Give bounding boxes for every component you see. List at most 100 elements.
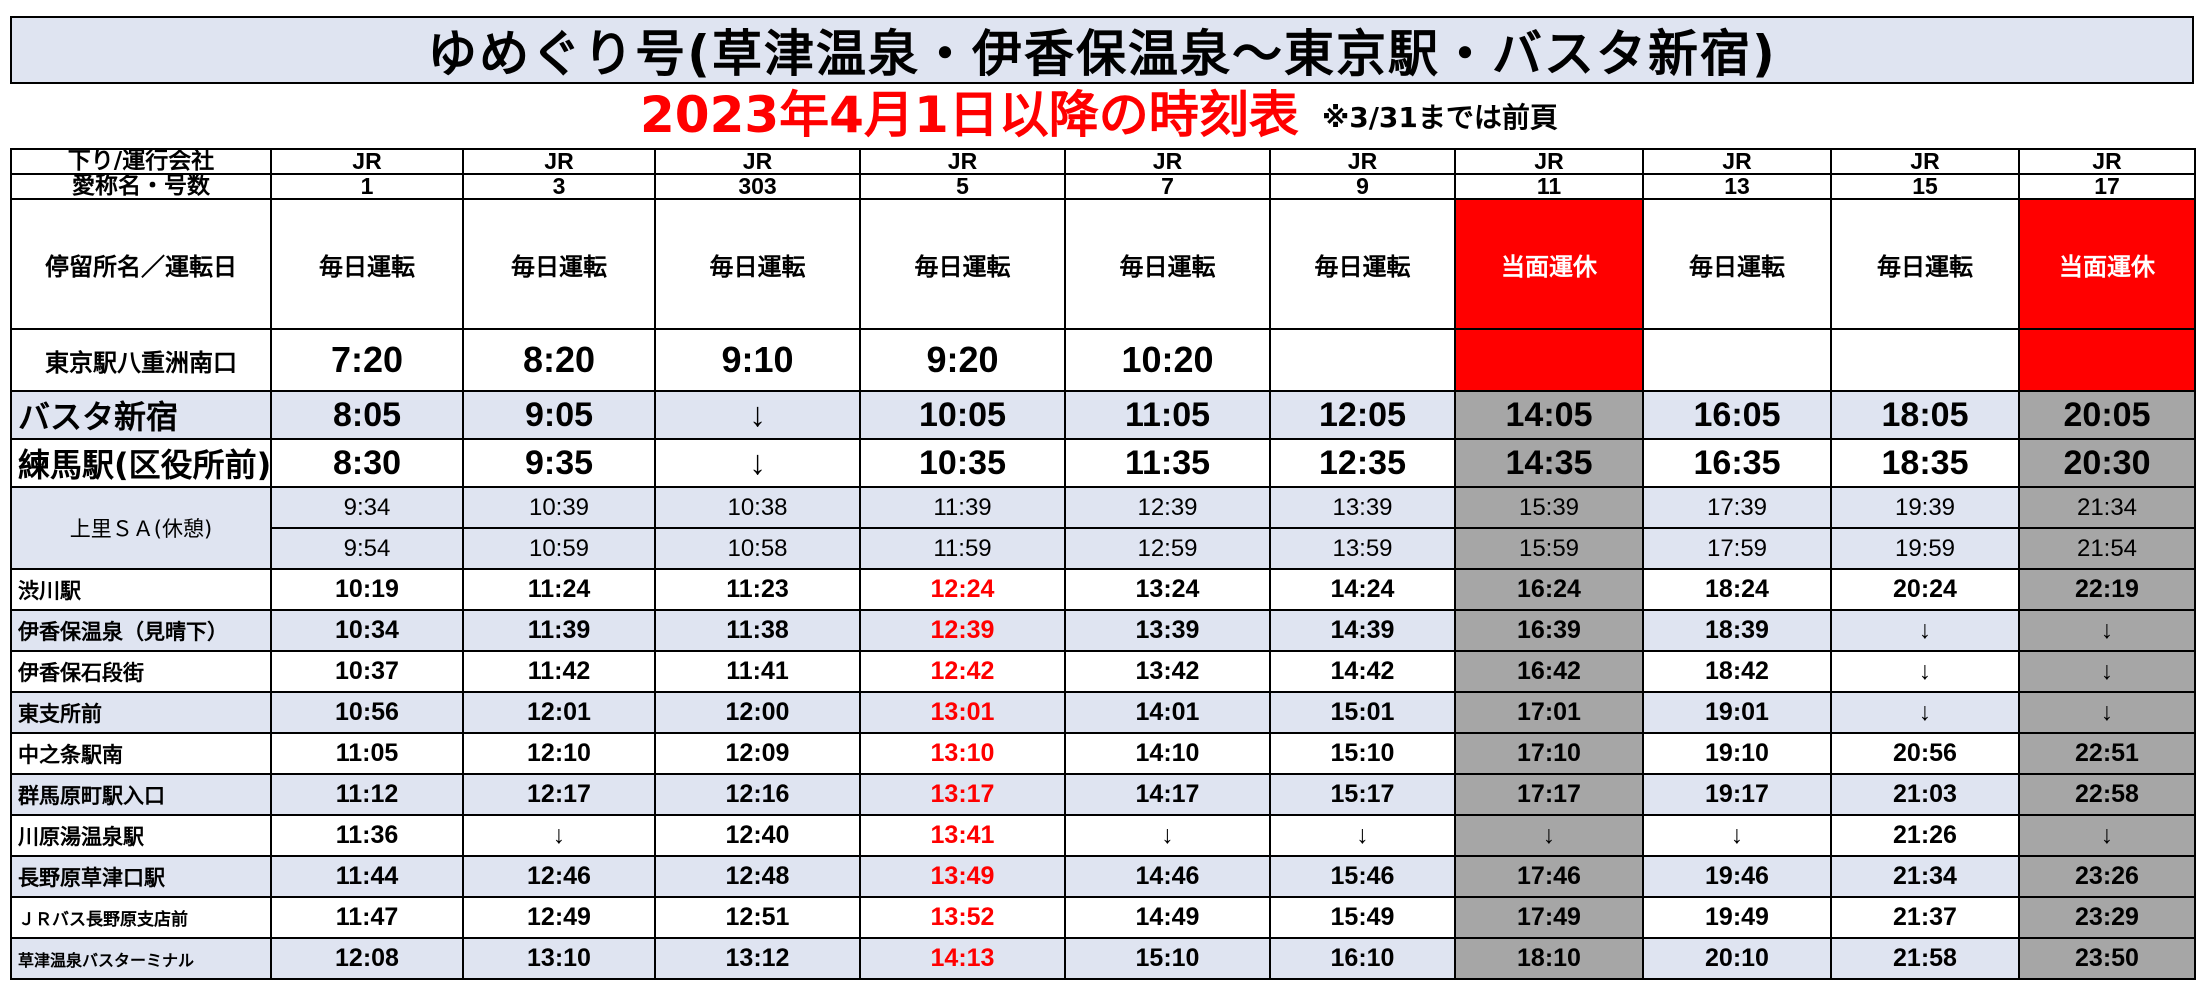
time-cell: 14:17 bbox=[1064, 773, 1271, 816]
previous-page-note: ※3/31までは前頁 bbox=[1322, 101, 1558, 134]
stop-name: 渋川駅 bbox=[10, 568, 272, 611]
time-cell: 10:20 bbox=[1064, 328, 1271, 392]
time-cell: 13:10 bbox=[859, 732, 1066, 775]
time-cell: 14:13 bbox=[859, 937, 1066, 980]
time-cell bbox=[1642, 328, 1832, 392]
time-cell: 12:39 bbox=[1064, 486, 1271, 529]
time-cell: 15:10 bbox=[1064, 937, 1271, 980]
time-cell: 7:20 bbox=[270, 328, 464, 392]
time-cell: 11:12 bbox=[270, 773, 464, 816]
time-cell: 17:10 bbox=[1454, 732, 1644, 775]
time-cell: 14:46 bbox=[1064, 855, 1271, 898]
stop-name: 群馬原町駅入口 bbox=[10, 773, 272, 816]
stop-name: 中之条駅南 bbox=[10, 732, 272, 775]
time-cell: 19:46 bbox=[1642, 855, 1832, 898]
time-cell: 12:00 bbox=[654, 691, 861, 734]
trip-number-cell: 3 bbox=[462, 173, 656, 200]
time-cell: 9:34 bbox=[270, 486, 464, 529]
time-cell: 12:05 bbox=[1269, 390, 1456, 440]
stop-row: 伊香保温泉（見晴下） 10:34 11:39 11:38 12:39 13:39 14:39… bbox=[10, 609, 2196, 652]
subtitle-row: 2023年4月1日以降の時刻表 ※3/31までは前頁 bbox=[0, 86, 2204, 144]
operation-day-cell: 毎日運転 bbox=[1830, 198, 2020, 330]
time-cell: 20:56 bbox=[1830, 732, 2020, 775]
stop-row: 東京駅八重洲南口 7:20 8:20 9:10 9:20 10:20 bbox=[10, 328, 2196, 392]
time-cell bbox=[2018, 328, 2196, 392]
time-cell: 10:05 bbox=[859, 390, 1066, 440]
stop-name: 長野原草津口駅 bbox=[10, 855, 272, 898]
pass-arrow-cell: ↓ bbox=[2018, 691, 2196, 734]
time-cell: 23:26 bbox=[2018, 855, 2196, 898]
time-cell: 11:36 bbox=[270, 814, 464, 857]
time-cell: 13:41 bbox=[859, 814, 1066, 857]
operation-day-cell: 当面運休 bbox=[2018, 198, 2196, 330]
stop-row: 中之条駅南 11:05 12:10 12:09 13:10 14:10 15:10 17:10… bbox=[10, 732, 2196, 775]
pass-arrow-cell: ↓ bbox=[1830, 650, 2020, 693]
time-cell: 18:10 bbox=[1454, 937, 1644, 980]
trip-number-cell: 7 bbox=[1064, 173, 1271, 200]
time-cell: 15:01 bbox=[1269, 691, 1456, 734]
time-cell: 16:10 bbox=[1269, 937, 1456, 980]
operator-cell: JR bbox=[654, 148, 861, 175]
time-cell: 15:49 bbox=[1269, 896, 1456, 939]
time-cell: 17:59 bbox=[1642, 527, 1832, 570]
time-cell: 13:59 bbox=[1269, 527, 1456, 570]
operation-day-cell: 毎日運転 bbox=[1269, 198, 1456, 330]
time-cell: 17:49 bbox=[1454, 896, 1644, 939]
time-cell: 19:39 bbox=[1830, 486, 2020, 529]
time-cell: 10:37 bbox=[270, 650, 464, 693]
time-cell: 12:46 bbox=[462, 855, 656, 898]
operation-day-cell: 当面運休 bbox=[1454, 198, 1644, 330]
time-cell: 21:34 bbox=[1830, 855, 2020, 898]
time-cell: 16:42 bbox=[1454, 650, 1644, 693]
time-cell: 19:17 bbox=[1642, 773, 1832, 816]
time-cell: 20:24 bbox=[1830, 568, 2020, 611]
pass-arrow-cell: ↓ bbox=[1830, 691, 2020, 734]
time-cell: 11:39 bbox=[462, 609, 656, 652]
timetable: 下り/運行会社 JR JR JR JR JR JR JR JR JR JR 愛称名・号数 1 3 303 5 7… bbox=[10, 148, 2196, 980]
operator-label: 下り/運行会社 bbox=[10, 148, 272, 175]
time-cell: 10:34 bbox=[270, 609, 464, 652]
time-cell: 10:59 bbox=[462, 527, 656, 570]
operator-cell: JR bbox=[859, 148, 1066, 175]
time-cell: 12:17 bbox=[462, 773, 656, 816]
operator-cell: JR bbox=[462, 148, 656, 175]
time-cell: 12:01 bbox=[462, 691, 656, 734]
time-cell: 13:17 bbox=[859, 773, 1066, 816]
stop-name: 上里ＳＡ(休憩) bbox=[10, 486, 272, 570]
time-cell: 12:39 bbox=[859, 609, 1066, 652]
time-cell: 12:35 bbox=[1269, 438, 1456, 488]
time-cell: 19:49 bbox=[1642, 896, 1832, 939]
time-cell: 11:38 bbox=[654, 609, 861, 652]
stop-row: ＪＲバス長野原支店前 11:47 12:49 12:51 13:52 14:49 15:49… bbox=[10, 896, 2196, 939]
time-cell: 10:19 bbox=[270, 568, 464, 611]
operation-day-cell: 毎日運転 bbox=[462, 198, 656, 330]
time-cell: 23:29 bbox=[2018, 896, 2196, 939]
time-cell: 23:50 bbox=[2018, 937, 2196, 980]
time-cell: 13:12 bbox=[654, 937, 861, 980]
operator-cell: JR bbox=[1642, 148, 1832, 175]
time-cell: 18:24 bbox=[1642, 568, 1832, 611]
time-cell: 12:16 bbox=[654, 773, 861, 816]
operator-cell: JR bbox=[1064, 148, 1271, 175]
stop-row: 長野原草津口駅 11:44 12:46 12:48 13:49 14:46 15:46 17:… bbox=[10, 855, 2196, 898]
time-cell: 14:39 bbox=[1269, 609, 1456, 652]
stop-row: 伊香保石段街 10:37 11:42 11:41 12:42 13:42 14:42 16:4… bbox=[10, 650, 2196, 693]
pass-arrow-cell: ↓ bbox=[1269, 814, 1456, 857]
time-cell: 14:10 bbox=[1064, 732, 1271, 775]
time-cell: 9:10 bbox=[654, 328, 861, 392]
time-cell: 13:42 bbox=[1064, 650, 1271, 693]
time-cell: 16:39 bbox=[1454, 609, 1644, 652]
time-cell: 12:08 bbox=[270, 937, 464, 980]
time-cell: 11:59 bbox=[859, 527, 1066, 570]
time-cell: 8:20 bbox=[462, 328, 656, 392]
stop-name: ＪＲバス長野原支店前 bbox=[10, 896, 272, 939]
time-cell: 22:51 bbox=[2018, 732, 2196, 775]
time-cell: 12:51 bbox=[654, 896, 861, 939]
pass-arrow-cell: ↓ bbox=[2018, 650, 2196, 693]
time-cell: 17:39 bbox=[1642, 486, 1832, 529]
time-cell: 12:59 bbox=[1064, 527, 1271, 570]
pass-arrow-cell: ↓ bbox=[1064, 814, 1271, 857]
trip-number-cell: 5 bbox=[859, 173, 1066, 200]
time-cell: 11:41 bbox=[654, 650, 861, 693]
time-cell: 8:30 bbox=[270, 438, 464, 488]
